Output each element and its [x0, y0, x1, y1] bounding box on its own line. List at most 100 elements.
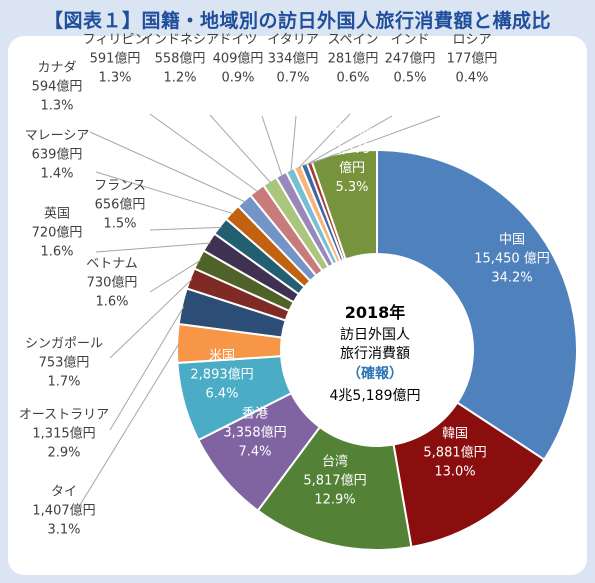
slice-label-line-17-2: 334億円	[268, 50, 319, 66]
slice-label-5: 米国 2,893億円 6.4%	[190, 348, 253, 401]
chart-title: 【図表１】国籍・地域別の訪日外国人旅行消費額と構成比	[43, 10, 551, 32]
center-subtitle-1: 訪日外国人	[340, 327, 410, 343]
leader-line-12	[95, 171, 234, 215]
slice-label-line-13-2: 594億円	[32, 78, 83, 94]
leader-line-16	[261, 115, 283, 177]
slice-label-9: ベトナム 730億円 1.6%	[86, 256, 138, 309]
slice-label-line-15-1: インドネシア	[141, 32, 219, 47]
slice-label-line-6-3: 3.1%	[47, 522, 80, 537]
center-label: 2018年 訪日外国人 旅行消費額 （確報） 4兆5,189億円	[330, 303, 421, 404]
slice-label-line-3-2: 5,817億円	[303, 472, 366, 488]
leader-line-17	[290, 115, 297, 172]
slice-label-line-19-2: 247億円	[385, 50, 436, 66]
slice-label-line-21-3: 億円	[339, 160, 365, 176]
slice-21	[310, 148, 378, 261]
slice-label-line-2-3: 13.0%	[434, 464, 475, 479]
labels-layer: 中国 15,450 億円 34.2% 韓国 5,881億円 13.0% 台湾 5,817億円 1…	[19, 32, 550, 537]
slice-label-line-21-2: 2,379	[333, 142, 370, 157]
slice-label-line-19-1: インド	[390, 32, 429, 47]
slice-label-8: シンガポール 753億円 1.7%	[25, 336, 103, 389]
slice-label-line-8-2: 753億円	[39, 354, 90, 370]
slice-label-line-3-1: 台湾	[322, 453, 348, 469]
leader-line-6	[79, 343, 180, 506]
slice-label-20: ロシア 177億円 0.4%	[447, 32, 498, 85]
slice-label-line-4-3: 7.4%	[238, 444, 271, 459]
leader-line-9	[149, 259, 201, 293]
slice-label-line-16-3: 0.9%	[221, 70, 254, 85]
slice-label-line-10-1: 英国	[44, 206, 70, 221]
slice-label-7: オーストラリア 1,315億円 2.9%	[19, 407, 109, 460]
slice-label-2: 韓国 5,881億円 13.0%	[423, 426, 486, 479]
slice-label-line-18-1: スペイン	[327, 32, 378, 47]
leader-lines-layer	[79, 113, 441, 506]
leader-line-15	[209, 114, 272, 184]
slice-label-line-16-2: 409億円	[213, 50, 264, 66]
leader-line-7	[109, 306, 185, 431]
slice-label-line-20-2: 177億円	[447, 50, 498, 66]
slice-label-line-17-1: イタリア	[267, 32, 318, 47]
slice-label-line-19-3: 0.5%	[393, 70, 426, 85]
slice-label-line-14-3: 1.3%	[98, 70, 131, 85]
slice-label-line-1-3: 34.2%	[491, 270, 532, 285]
slices-layer	[176, 148, 578, 551]
slice-label-line-13-1: カナダ	[37, 60, 76, 75]
slice-label-line-3-3: 12.9%	[314, 492, 355, 507]
slice-label-line-11-3: 1.5%	[103, 216, 136, 231]
slice-label-line-18-2: 281億円	[328, 50, 379, 66]
slice-label-line-15-2: 558億円	[155, 50, 206, 66]
slice-label-line-6-2: 1,407億円	[32, 502, 95, 518]
slice-label-21: その他 2,379 億円 5.3%	[332, 123, 371, 195]
leader-line-13	[89, 131, 246, 203]
slice-label-19: インド 247億円 0.5%	[385, 32, 436, 85]
slice-label-line-15-3: 1.2%	[163, 70, 196, 85]
slice-label-line-21-1: その他	[332, 123, 371, 138]
leader-line-8	[109, 278, 193, 359]
slice-label-line-21-4: 5.3%	[335, 180, 368, 195]
slice-label-line-4-2: 3,358億円	[223, 424, 286, 440]
slice-label-line-2-1: 韓国	[442, 426, 468, 441]
slice-label-line-4-1: 香港	[242, 406, 268, 421]
slice-label-line-5-3: 6.4%	[205, 386, 238, 401]
slice-label-line-9-3: 1.6%	[95, 294, 128, 309]
slice-label-17: イタリア 334億円 0.7%	[267, 32, 318, 85]
slice-label-12: マレーシア 639億円 1.4%	[25, 128, 90, 181]
slice-label-line-18-3: 0.6%	[336, 70, 369, 85]
slice-label-line-13-3: 1.3%	[40, 98, 73, 113]
slice-label-3: 台湾 5,817億円 12.9%	[303, 453, 366, 507]
slice-label-line-12-2: 639億円	[32, 146, 83, 162]
slice-label-line-12-3: 1.4%	[40, 166, 73, 181]
slice-label-line-5-2: 2,893億円	[190, 366, 253, 382]
slice-label-line-12-1: マレーシア	[25, 128, 90, 143]
center-status: （確報）	[347, 365, 403, 382]
slice-label-18: スペイン 281億円 0.6%	[327, 32, 378, 85]
leader-line-10	[95, 242, 211, 253]
center-year: 2018年	[345, 303, 406, 322]
slice-label-line-7-1: オーストラリア	[19, 407, 109, 422]
slice-1	[376, 148, 578, 462]
slice-label-line-16-1: ドイツ	[218, 32, 257, 47]
slice-label-line-10-3: 1.6%	[40, 244, 73, 259]
leader-line-11	[149, 226, 222, 231]
slice-label-4: 香港 3,358億円 7.4%	[223, 406, 286, 459]
center-total: 4兆5,189億円	[330, 388, 421, 404]
slice-label-15: インドネシア 558億円 1.2%	[141, 32, 219, 85]
slice-label-11: フランス 656億円 1.5%	[94, 178, 146, 231]
slice-label-line-7-2: 1,315億円	[32, 425, 95, 441]
slice-label-line-8-1: シンガポール	[25, 336, 103, 351]
slice-label-line-10-2: 720億円	[32, 224, 83, 240]
slice-label-line-2-2: 5,881億円	[423, 444, 486, 460]
slice-label-line-7-3: 2.9%	[47, 445, 80, 460]
slice-label-line-14-2: 591億円	[90, 50, 141, 66]
slice-label-6: タイ 1,407億円 3.1%	[32, 484, 95, 537]
slice-label-line-1-2: 15,450 億円	[474, 250, 550, 266]
slice-label-line-14-1: フィリピン	[83, 32, 148, 47]
slice-label-16: ドイツ 409億円 0.9%	[213, 32, 264, 85]
leader-line-19	[304, 115, 393, 167]
slice-label-line-9-2: 730億円	[87, 274, 138, 290]
slice-label-line-5-1: 米国	[209, 348, 235, 363]
slice-label-10: 英国 720億円 1.6%	[32, 206, 83, 259]
center-subtitle-2: 旅行消費額	[340, 346, 410, 362]
slice-label-13: カナダ 594億円 1.3%	[32, 60, 83, 113]
